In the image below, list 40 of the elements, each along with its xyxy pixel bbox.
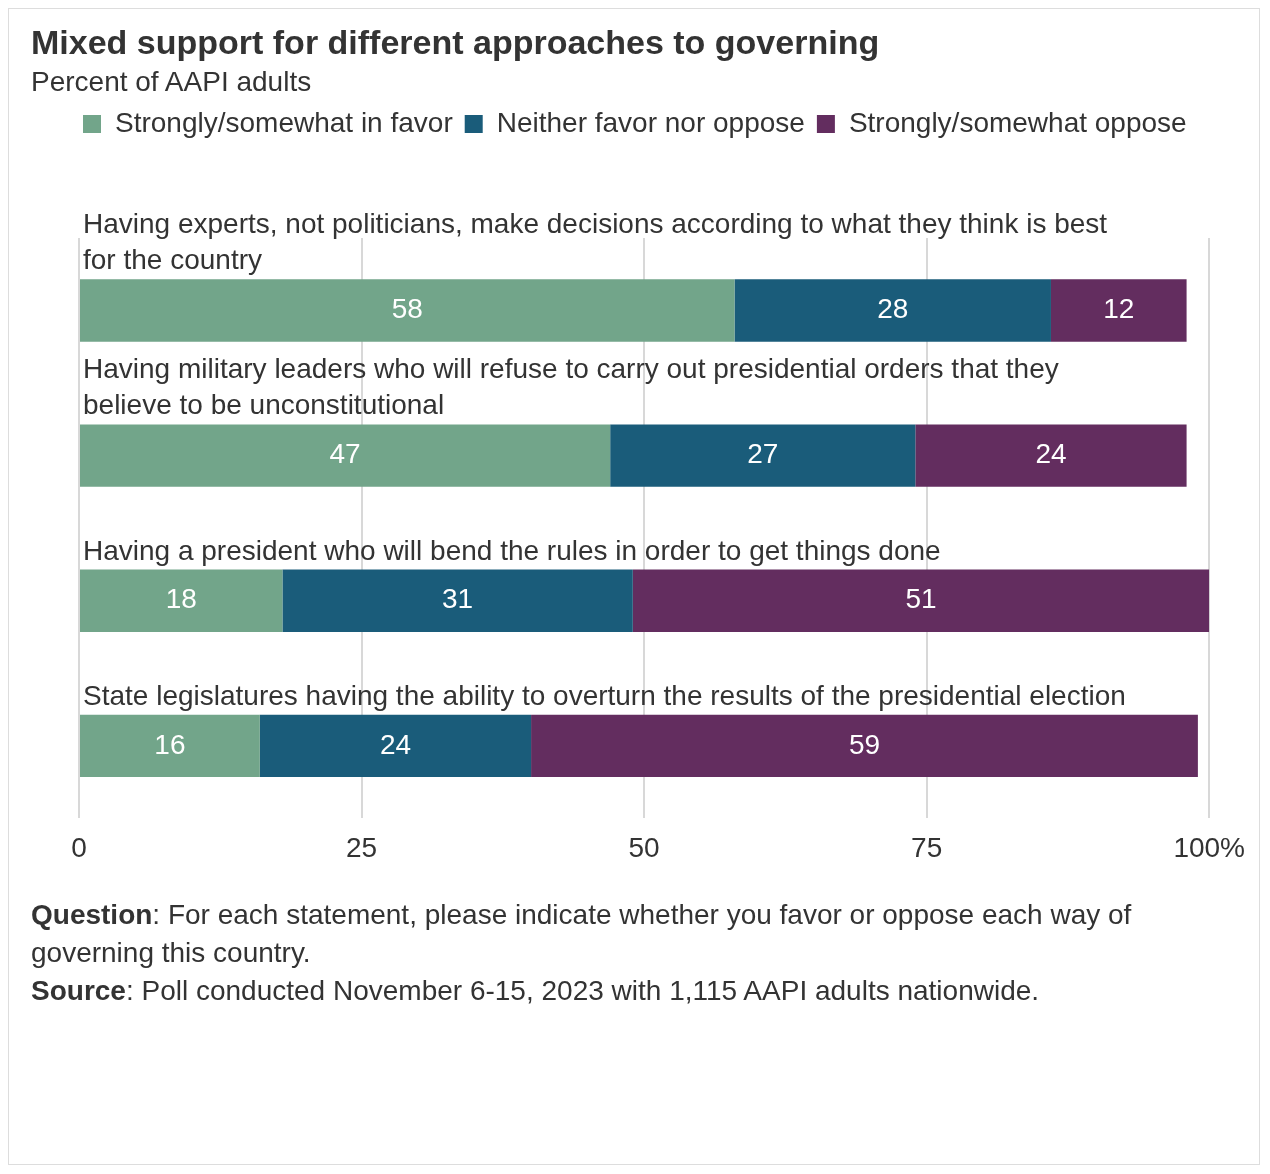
bar [80,569,283,632]
bar [80,424,611,487]
chart-subtitle: Percent of AAPI adults [31,66,313,98]
text: Question: For each statement, please indicate whether you favor or oppose each way of governing this country. [31,898,1133,970]
y-tick-label: Having military leaders who will refuse to carry out presidential orders that they believe to be unconstitutional [83,353,1059,421]
data-label: 28 [877,293,909,325]
data-label: 12 [1103,293,1135,325]
data-label: 16 [154,728,186,760]
data-label: 24 [379,728,412,760]
bar [282,569,633,632]
bar [80,279,735,342]
data-label: 24 [1035,438,1067,470]
data-label: 31 [442,583,474,615]
bar [531,714,1198,778]
data-label: 58 [391,293,423,325]
y-tick-label: Having a president who will bend the rules in order to get things done [83,534,941,566]
legend-label: Neither favor nor oppose [496,106,805,138]
data-label: 51 [905,583,937,615]
bar [734,279,1051,342]
data-label: 47 [329,438,361,470]
source-note: Source: Poll conducted November 6-15, 2023 with 1,115 AAPI adults nationwide. [31,974,1041,1008]
x-tick-label: 0 [71,831,87,863]
data-label: 27 [747,438,779,470]
y-tick-label: State legislatures having the ability to overturn the results of the presidential election [83,679,1126,711]
data-label: 18 [165,583,197,615]
x-tick-label: 75 [911,831,943,863]
bar [1050,279,1187,342]
bar [259,714,532,778]
bar [80,714,260,778]
bar [915,424,1187,487]
legend-label: Strongly/somewhat in favor [115,106,453,138]
y-tick-label: Having experts, not politicians, make decisions according to what they think is best for the country [83,208,1108,276]
legend-label: Strongly/somewhat oppose [848,106,1187,138]
x-tick-label: 50 [628,831,660,863]
chart-title: Mixed support for different approaches to governing [31,23,881,62]
x-tick-label: 25 [345,831,378,863]
bar [632,569,1210,632]
data-label: 59 [848,728,881,760]
bar [610,424,916,487]
x-tick-label: 100% [1173,831,1246,863]
